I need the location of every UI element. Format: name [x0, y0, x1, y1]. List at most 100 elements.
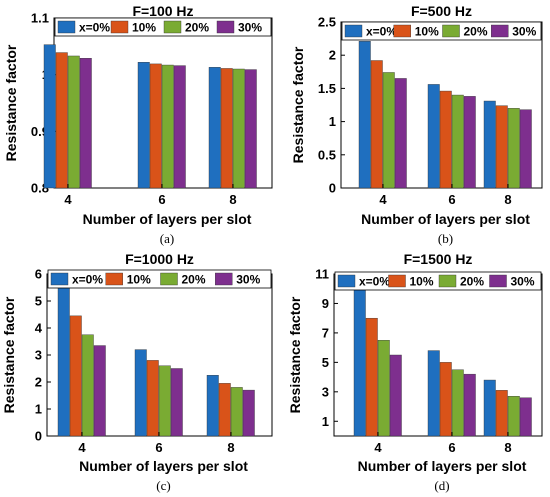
legend: x=0% 10% 20% 30% [334, 271, 542, 291]
legend-swatch [393, 24, 411, 38]
legend-swatch [57, 20, 76, 34]
x-axis-label: Number of layers per slot [79, 458, 248, 474]
bar [242, 389, 255, 437]
bar [81, 334, 94, 437]
chart-panel: 0 1 2 3 4 5 6 4 6 8 F=1000 Hz Number of layers per … [1, 251, 273, 493]
legend-label: x=0% [366, 25, 397, 39]
chart-title: F=1000 Hz [125, 251, 194, 267]
y-tick-label: 6 [35, 267, 42, 282]
bar [79, 58, 92, 189]
y-tick-label: 0 [329, 181, 336, 196]
y-tick-label: 2.5 [318, 15, 336, 30]
legend-swatch [337, 274, 356, 288]
bar [519, 109, 532, 189]
bar [93, 345, 106, 437]
legend: x=0% 10% 20% 30% [47, 269, 272, 289]
bar [158, 365, 171, 437]
legend-label: 10% [132, 21, 156, 35]
bar [173, 65, 186, 189]
y-tick-label: 1.1 [31, 11, 49, 26]
legend-swatch [388, 274, 406, 288]
legend-label: 30% [511, 275, 535, 289]
legend-label: 20% [182, 273, 206, 287]
panel-caption: (d) [434, 478, 449, 493]
x-tick-label: 6 [448, 192, 455, 207]
legend-label: 30% [238, 21, 262, 35]
x-tick-label: 6 [158, 192, 165, 207]
x-axis-label: Number of layers per slot [83, 211, 252, 227]
x-tick-label: 8 [504, 440, 511, 455]
panel-caption: (b) [438, 231, 453, 246]
bar [394, 78, 407, 189]
y-tick-label: 0.5 [318, 147, 336, 162]
bar [495, 105, 508, 189]
bar [208, 67, 221, 189]
bar [149, 63, 162, 189]
x-tick-label: 8 [229, 192, 236, 207]
y-tick-label: 1 [35, 402, 42, 417]
bar [353, 288, 366, 437]
bar [483, 100, 496, 189]
bar [146, 360, 159, 437]
y-axis-label: Resistance factor [3, 44, 19, 161]
bar [206, 375, 219, 437]
bar [427, 350, 440, 437]
legend: x=0% 10% 20% 30% [341, 21, 542, 41]
y-tick-label: 0 [35, 429, 42, 444]
y-tick-label: 1.5 [318, 81, 336, 96]
y-tick-label: 9 [322, 296, 329, 311]
bar [377, 340, 390, 437]
legend-swatch [442, 24, 460, 38]
legend-label: 20% [185, 21, 209, 35]
x-axis-label: Number of layers per slot [361, 211, 530, 227]
bar [134, 349, 147, 437]
bar [507, 396, 520, 437]
bar [69, 315, 82, 437]
bar [137, 62, 150, 189]
y-tick-label: 5 [35, 294, 42, 309]
y-tick-label: 7 [322, 325, 329, 340]
legend-label: 20% [464, 25, 488, 39]
x-tick-label: 6 [448, 440, 455, 455]
y-axis-label: Resistance factor [287, 296, 303, 413]
y-tick-label: 1 [329, 114, 336, 129]
y-tick-label: 4 [35, 321, 43, 336]
x-tick-label: 4 [379, 192, 387, 207]
bar [220, 68, 233, 189]
x-tick-label: 6 [155, 440, 162, 455]
legend-swatch [110, 20, 129, 34]
legend-swatch [50, 272, 69, 286]
y-tick-label: 3 [35, 348, 42, 363]
bar [232, 68, 245, 189]
legend-label: x=0% [72, 273, 103, 287]
x-tick-label: 8 [227, 440, 234, 455]
bar [230, 387, 243, 437]
panel-caption: (c) [156, 478, 170, 493]
x-axis-label: Number of layers per slot [358, 458, 527, 474]
bar [218, 383, 231, 437]
bar [161, 64, 174, 189]
bar [389, 354, 402, 437]
bar [439, 362, 452, 437]
legend-swatch [216, 20, 235, 34]
chart-panel: 1 3 5 7 9 11 4 6 8 F=1500 Hz Number of layers per … [287, 251, 543, 493]
chart-title: F=100 Hz [132, 3, 193, 19]
bar [483, 379, 496, 437]
y-axis-label: Resistance factor [1, 296, 17, 413]
legend-label: 10% [410, 275, 434, 289]
y-tick-label: 1 [322, 414, 329, 429]
legend-label: x=0% [79, 21, 110, 35]
panel-caption: (a) [160, 231, 174, 246]
legend-swatch [438, 274, 457, 288]
bar [67, 55, 80, 189]
bar [451, 94, 464, 189]
bar [358, 41, 371, 189]
y-tick-label: 5 [322, 355, 329, 370]
bar [463, 373, 476, 437]
legend-swatch [163, 20, 182, 34]
legend-swatch [491, 24, 509, 38]
bar [370, 60, 383, 189]
bar [244, 69, 257, 189]
chart-title: F=1500 Hz [404, 251, 473, 267]
